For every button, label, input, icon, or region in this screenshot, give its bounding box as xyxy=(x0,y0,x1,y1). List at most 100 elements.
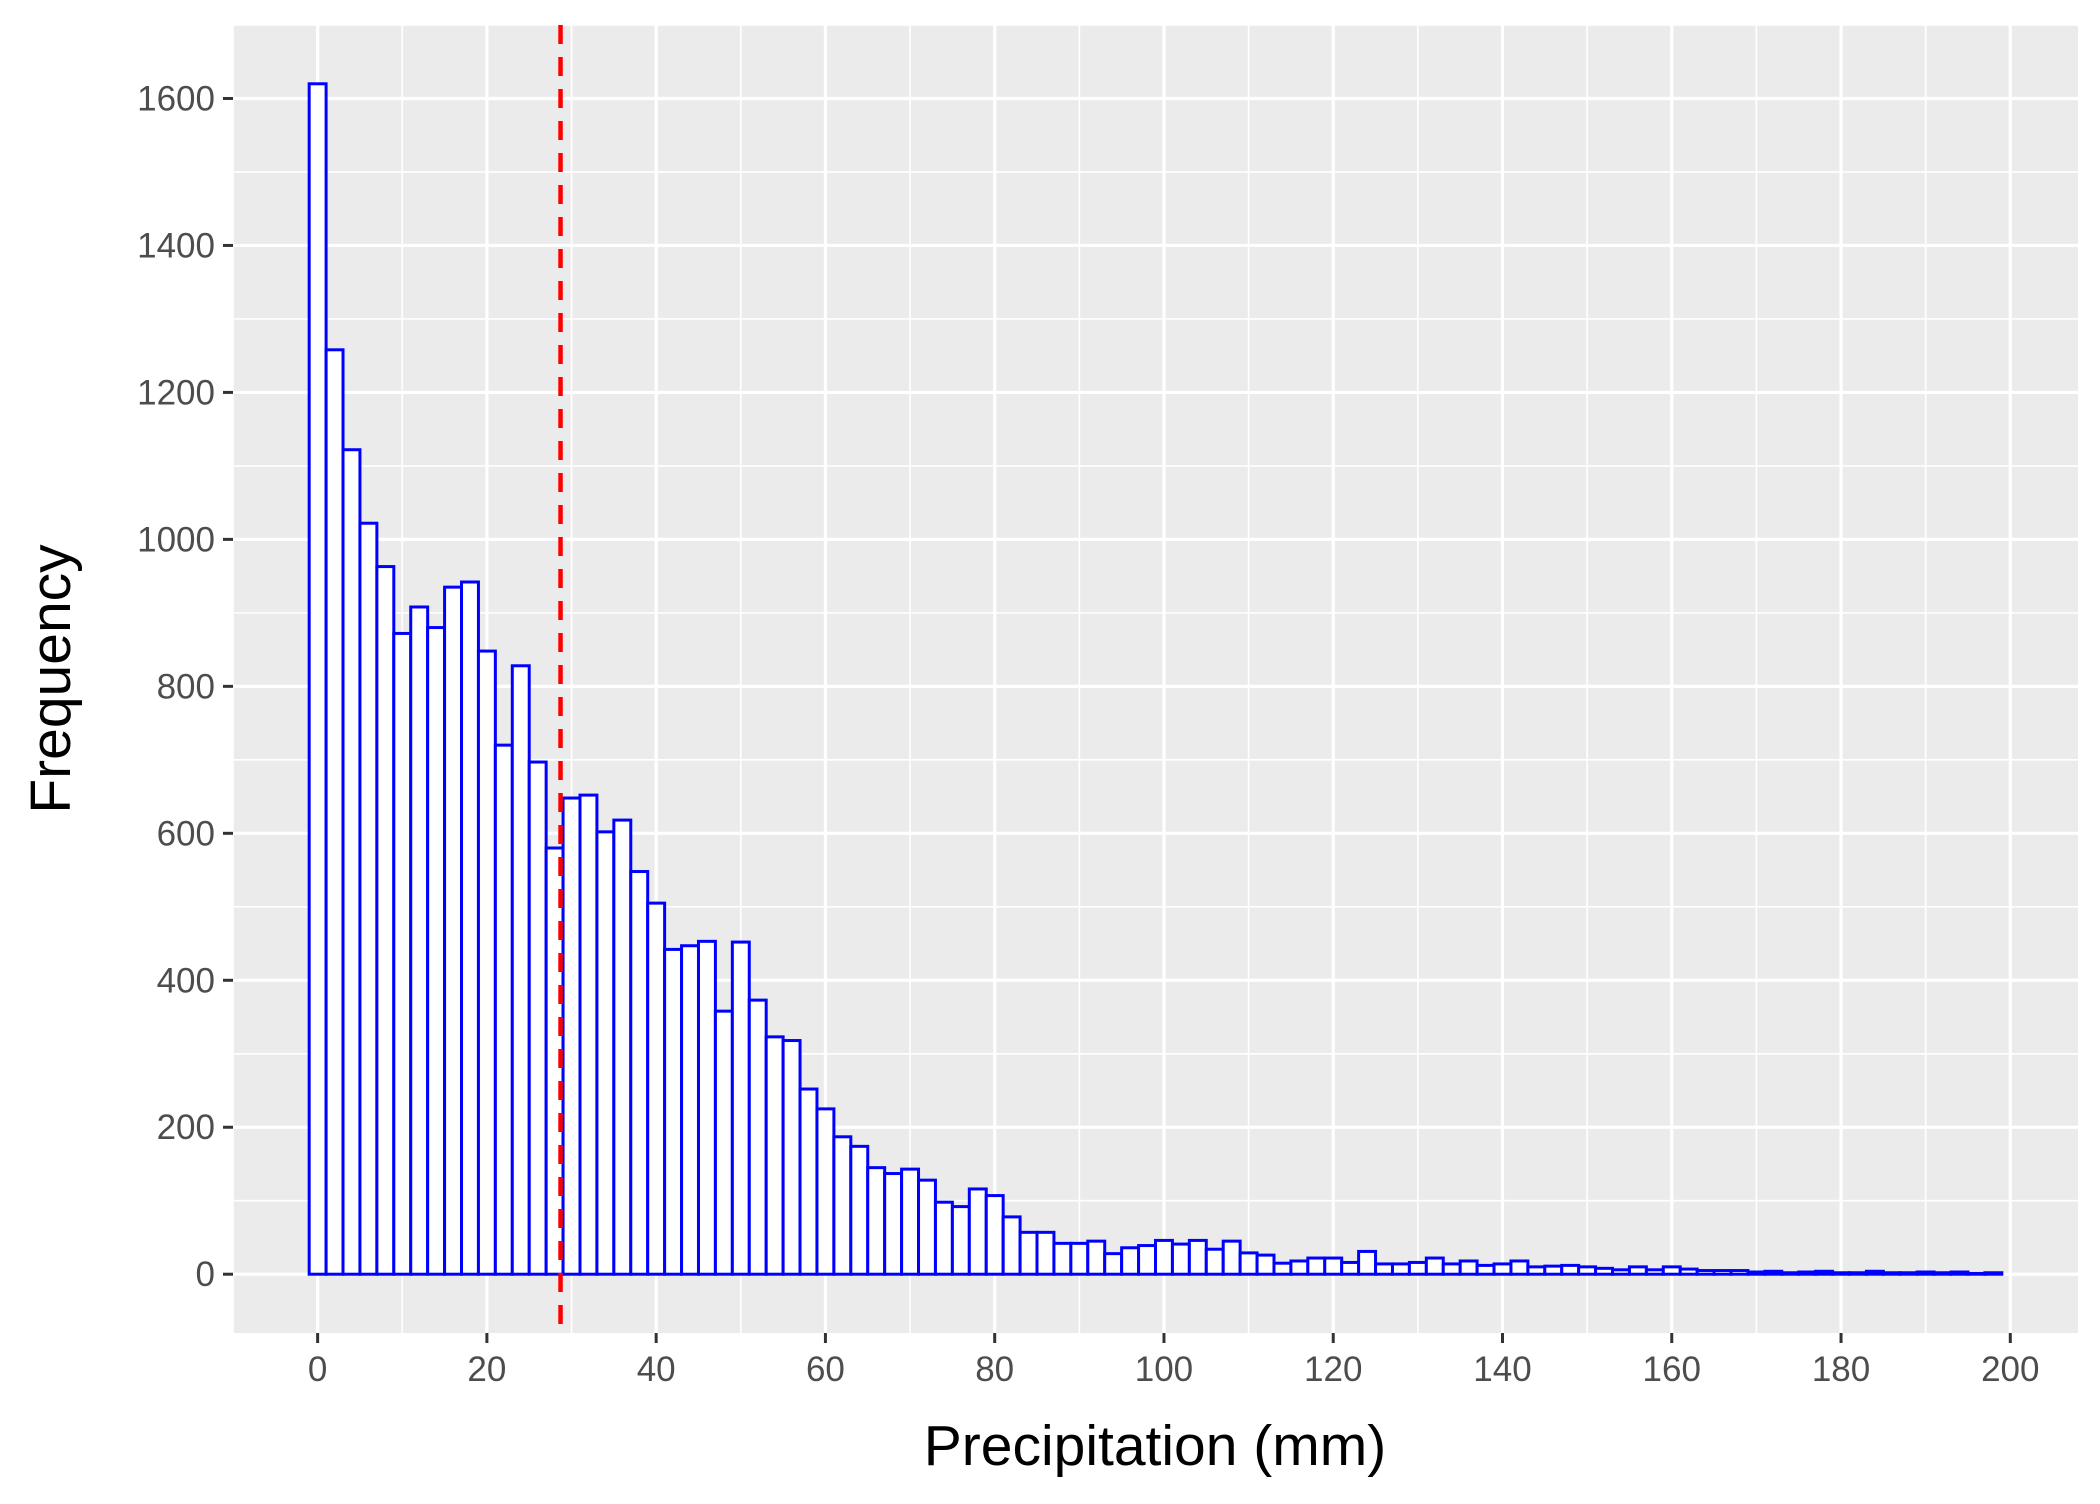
histogram-bar xyxy=(1340,1260,1361,1276)
x-axis: 0 20 40 60 80 100 120 140 160 180 200 xyxy=(308,1333,2039,1389)
histogram-bar xyxy=(578,793,599,1276)
histogram-bar xyxy=(1729,1269,1750,1276)
histogram-bar xyxy=(1763,1269,1784,1276)
histogram-bar xyxy=(1086,1239,1107,1276)
histogram-bar xyxy=(900,1167,921,1276)
histogram-bar xyxy=(1390,1262,1411,1276)
histogram-bar xyxy=(375,565,396,1276)
x-tick-label: 60 xyxy=(806,1350,845,1389)
histogram-bar xyxy=(595,830,616,1276)
histogram-bar xyxy=(1120,1246,1141,1276)
histogram-bar xyxy=(696,939,717,1276)
x-tick-label: 140 xyxy=(1473,1350,1531,1389)
y-tick-label: 200 xyxy=(157,1108,215,1147)
histogram-bar xyxy=(713,1009,734,1276)
histogram-bar xyxy=(1611,1268,1631,1276)
y-axis: 0 200 400 600 800 1000 1200 1400 1600 xyxy=(137,79,233,1294)
histogram-bar xyxy=(1644,1268,1665,1276)
y-tick-label: 1000 xyxy=(137,520,215,559)
x-tick-label: 100 xyxy=(1135,1350,1193,1389)
histogram-bar xyxy=(680,944,700,1276)
histogram-bar xyxy=(815,1107,836,1276)
y-tick-label: 1600 xyxy=(137,79,215,118)
histogram-bar xyxy=(1035,1230,1056,1276)
histogram-bar xyxy=(849,1144,870,1276)
histogram-bar xyxy=(1306,1256,1327,1276)
histogram-bar xyxy=(1052,1241,1073,1276)
histogram-bar xyxy=(866,1166,887,1276)
histogram-bar xyxy=(612,818,633,1276)
histogram-bar xyxy=(747,998,768,1276)
histogram-bar xyxy=(1424,1256,1445,1276)
histogram-bar xyxy=(1966,1271,1987,1276)
histogram-bar xyxy=(493,743,514,1276)
grid-minor xyxy=(232,24,2078,1333)
histogram-bar xyxy=(730,940,751,1276)
histogram-bar xyxy=(1678,1267,1699,1276)
histogram-bar xyxy=(1746,1270,1767,1276)
histogram-bar xyxy=(917,1178,937,1276)
histogram-bar xyxy=(510,664,531,1276)
histogram-bar xyxy=(967,1187,988,1276)
y-tick-label: 1400 xyxy=(137,226,215,265)
histogram-bar xyxy=(1983,1271,2004,1276)
histogram-bar xyxy=(629,870,650,1276)
histogram-bar xyxy=(1018,1230,1039,1276)
histogram-bar xyxy=(950,1205,971,1276)
histogram-bar xyxy=(1780,1271,1801,1276)
histogram-bar xyxy=(883,1172,904,1276)
histogram-bar xyxy=(1543,1264,1564,1276)
histogram-bar xyxy=(409,605,430,1276)
histogram-bar xyxy=(1103,1252,1124,1276)
histogram-bar xyxy=(460,580,480,1276)
histogram-bar xyxy=(1407,1260,1428,1276)
histogram-bar xyxy=(476,649,497,1276)
histogram-bar xyxy=(1001,1215,1022,1276)
histogram-bar xyxy=(1831,1271,1851,1276)
histogram-bar xyxy=(358,521,379,1276)
x-tick-label: 40 xyxy=(637,1350,676,1389)
x-axis-title: Precipitation (mm) xyxy=(924,1414,1386,1478)
histogram-bar xyxy=(1915,1270,1936,1276)
histogram-bar xyxy=(1255,1253,1276,1276)
histogram-bar xyxy=(781,1039,802,1276)
histogram-bar xyxy=(1949,1270,1970,1276)
bars xyxy=(307,82,2004,1276)
histogram-bar xyxy=(832,1135,853,1276)
histogram-bar xyxy=(1187,1238,1208,1276)
histogram-bar xyxy=(1272,1261,1293,1276)
x-tick-label: 160 xyxy=(1643,1350,1701,1389)
histogram-bar xyxy=(1695,1269,1716,1276)
histogram-bar xyxy=(1864,1269,1885,1276)
histogram-bar xyxy=(527,760,548,1276)
histogram-bar xyxy=(764,1035,785,1276)
histogram-bar xyxy=(1323,1256,1344,1276)
histogram-bar xyxy=(1154,1238,1174,1276)
histogram-bar xyxy=(1289,1259,1310,1276)
histogram-bar xyxy=(307,82,328,1276)
histogram-bar xyxy=(1475,1263,1496,1276)
x-tick-label: 20 xyxy=(467,1350,506,1389)
x-tick-label: 0 xyxy=(308,1350,327,1389)
histogram-bar xyxy=(1526,1265,1547,1276)
y-tick-label: 600 xyxy=(157,814,215,853)
y-tick-label: 1200 xyxy=(137,373,215,412)
x-tick-label: 180 xyxy=(1812,1350,1870,1389)
histogram-bar xyxy=(443,585,464,1276)
histogram-bar xyxy=(984,1194,1005,1276)
histogram-bar xyxy=(1797,1270,1818,1276)
histogram-bar xyxy=(561,796,582,1276)
histogram-bar xyxy=(1221,1239,1242,1276)
histogram-bar xyxy=(1204,1247,1225,1276)
histogram-bar xyxy=(324,348,345,1276)
histogram-bar xyxy=(933,1200,954,1276)
histogram-bar xyxy=(1881,1271,1902,1276)
histogram-bar xyxy=(392,631,413,1276)
histogram-bar xyxy=(1357,1249,1378,1276)
histogram-bar xyxy=(646,901,667,1276)
histogram-bar xyxy=(798,1087,819,1276)
histogram-bar xyxy=(1627,1265,1648,1276)
x-tick-label: 120 xyxy=(1304,1350,1362,1389)
x-tick-label: 80 xyxy=(975,1350,1014,1389)
